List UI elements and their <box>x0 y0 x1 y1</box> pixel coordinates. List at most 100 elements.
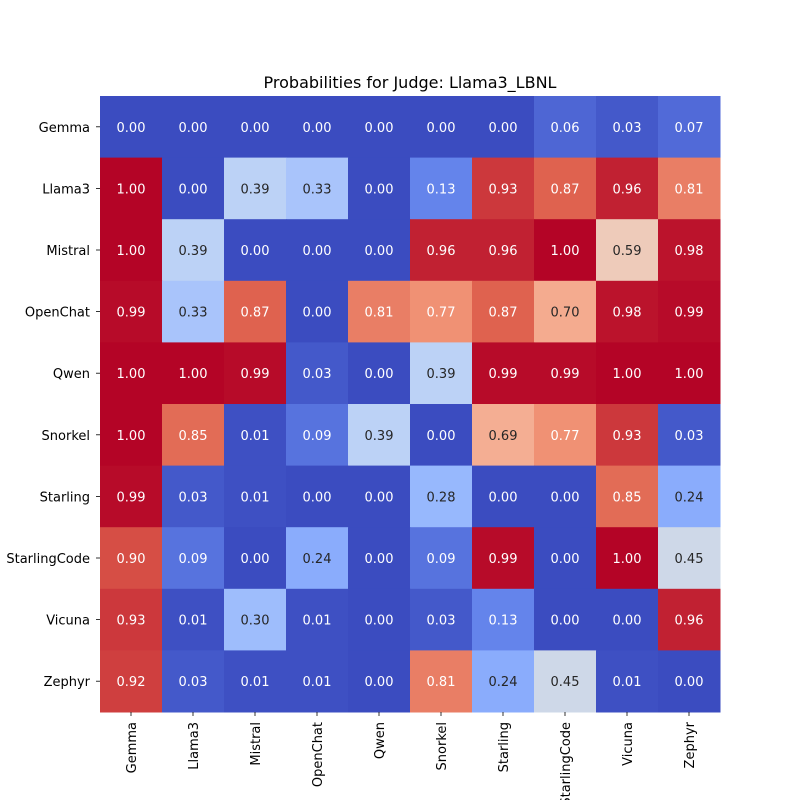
heatmap-cell <box>286 96 349 159</box>
cell-value-label: 0.00 <box>241 244 270 259</box>
cell-value-label: 0.09 <box>179 552 208 567</box>
heatmap-cell <box>224 342 287 405</box>
heatmap-cell <box>162 650 225 713</box>
heatmap-cell <box>224 650 287 713</box>
cell-value-label: 0.00 <box>489 490 518 505</box>
heatmap-cell <box>596 342 659 405</box>
cell-value-label: 0.77 <box>427 306 456 321</box>
cell-value-label: 0.00 <box>365 675 394 690</box>
heatmap-cell <box>348 465 411 528</box>
cell-value-label: 0.59 <box>613 244 642 259</box>
cell-value-label: 0.13 <box>427 182 456 197</box>
heatmap-cell <box>534 527 597 590</box>
cell-value-label: 0.85 <box>179 429 208 444</box>
heatmap-cell <box>224 588 287 651</box>
heatmap-cell <box>100 650 163 713</box>
heatmap-cell <box>410 96 473 159</box>
cell-value-label: 0.99 <box>241 367 270 382</box>
heatmap-cell <box>534 342 597 405</box>
cell-value-label: 0.01 <box>179 614 208 629</box>
cell-value-label: 0.33 <box>179 306 208 321</box>
cell-value-label: 0.30 <box>241 614 270 629</box>
heatmap-cell <box>224 219 287 282</box>
cell-value-label: 1.00 <box>551 244 580 259</box>
heatmap-cell <box>162 588 225 651</box>
heatmap-cell <box>286 588 349 651</box>
cell-value-label: 0.00 <box>613 614 642 629</box>
heatmap-cell <box>472 650 535 713</box>
cell-value-label: 0.81 <box>365 306 394 321</box>
heatmap-cell <box>534 404 597 467</box>
y-tick-label: Mistral <box>46 244 90 259</box>
heatmap-cell <box>410 588 473 651</box>
cell-value-label: 0.33 <box>303 182 332 197</box>
cell-value-label: 0.69 <box>489 429 518 444</box>
cell-value-label: 0.01 <box>303 675 332 690</box>
heatmap-cell <box>162 404 225 467</box>
heatmap-cell <box>286 404 349 467</box>
heatmap-cell <box>658 96 721 159</box>
heatmap-cell <box>658 588 721 651</box>
x-tick-label: OpenChat <box>311 722 326 787</box>
cell-value-label: 0.00 <box>365 182 394 197</box>
cell-value-label: 0.24 <box>489 675 518 690</box>
heatmap-cell <box>534 219 597 282</box>
heatmap-cell <box>100 404 163 467</box>
heatmap-cell <box>224 404 287 467</box>
cell-value-label: 0.01 <box>613 675 642 690</box>
heatmap-cell <box>596 588 659 651</box>
heatmap-cell <box>286 465 349 528</box>
heatmap-cell <box>596 96 659 159</box>
x-tick-label: Snorkel <box>435 722 450 770</box>
heatmap-cell <box>472 280 535 343</box>
heatmap-cell <box>596 157 659 220</box>
heatmap-cell <box>224 527 287 590</box>
cell-value-label: 0.96 <box>489 244 518 259</box>
cell-value-label: 0.00 <box>303 490 332 505</box>
heatmap-cell <box>596 404 659 467</box>
cell-value-label: 0.01 <box>241 429 270 444</box>
x-tick-label: Vicuna <box>621 722 636 766</box>
heatmap-cell <box>472 404 535 467</box>
cell-value-label: 0.99 <box>489 367 518 382</box>
heatmap-cell <box>658 404 721 467</box>
x-tick-label: Gemma <box>125 722 140 773</box>
cell-value-label: 0.39 <box>365 429 394 444</box>
cell-value-label: 0.93 <box>613 429 642 444</box>
cell-value-label: 0.00 <box>365 490 394 505</box>
cell-value-label: 0.98 <box>675 244 704 259</box>
x-tick-label: Mistral <box>249 722 264 766</box>
heatmap-cell <box>596 280 659 343</box>
heatmap-cell <box>658 219 721 282</box>
cell-value-label: 0.99 <box>675 306 704 321</box>
cell-value-label: 0.00 <box>551 614 580 629</box>
heatmap-cell <box>100 342 163 405</box>
cell-value-label: 0.81 <box>427 675 456 690</box>
cell-value-label: 0.96 <box>613 182 642 197</box>
cell-value-label: 0.13 <box>489 614 518 629</box>
heatmap-cell <box>348 157 411 220</box>
heatmap-cell <box>596 527 659 590</box>
cell-value-label: 0.39 <box>427 367 456 382</box>
heatmap-cell <box>534 96 597 159</box>
heatmap-cell <box>286 219 349 282</box>
heatmap-cell <box>596 650 659 713</box>
heatmap-cell <box>534 650 597 713</box>
heatmap-cell <box>534 465 597 528</box>
cell-value-label: 0.87 <box>551 182 580 197</box>
heatmap-cell <box>410 157 473 220</box>
cell-value-label: 0.45 <box>675 552 704 567</box>
y-tick-label: Qwen <box>53 367 90 382</box>
heatmap-cell <box>100 588 163 651</box>
cell-value-label: 0.09 <box>427 552 456 567</box>
heatmap-cell <box>472 157 535 220</box>
cell-value-label: 0.87 <box>241 306 270 321</box>
cell-value-label: 0.93 <box>489 182 518 197</box>
y-tick-label: Gemma <box>39 121 90 136</box>
heatmap-cell <box>286 650 349 713</box>
heatmap-cell <box>162 465 225 528</box>
chart-title: Probabilities for Judge: Llama3_LBNL <box>264 73 557 93</box>
heatmap-cell <box>224 280 287 343</box>
